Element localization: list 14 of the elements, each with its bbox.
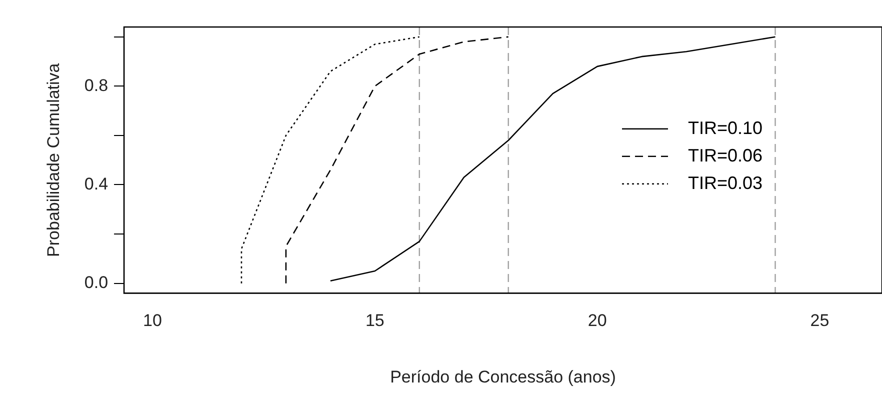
- x-axis-title: Período de Concessão (anos): [390, 367, 616, 386]
- legend-label: TIR=0.06: [688, 145, 763, 166]
- legend-label: TIR=0.10: [688, 118, 763, 138]
- x-tick-label: 10: [143, 311, 162, 330]
- y-axis-title: Probabilidade Cumulativa: [44, 62, 63, 257]
- legend-label: TIR=0.03: [688, 172, 763, 193]
- x-tick-label: 15: [365, 311, 384, 330]
- x-tick-label: 25: [810, 311, 830, 330]
- line-series: [285, 36, 510, 284]
- y-tick-label: 0.8: [84, 76, 108, 95]
- y-tick-label: 0.0: [84, 273, 108, 292]
- y-tick-label: 0.4: [84, 174, 108, 194]
- line-series: [240, 36, 420, 284]
- x-tick-label: 20: [588, 311, 607, 330]
